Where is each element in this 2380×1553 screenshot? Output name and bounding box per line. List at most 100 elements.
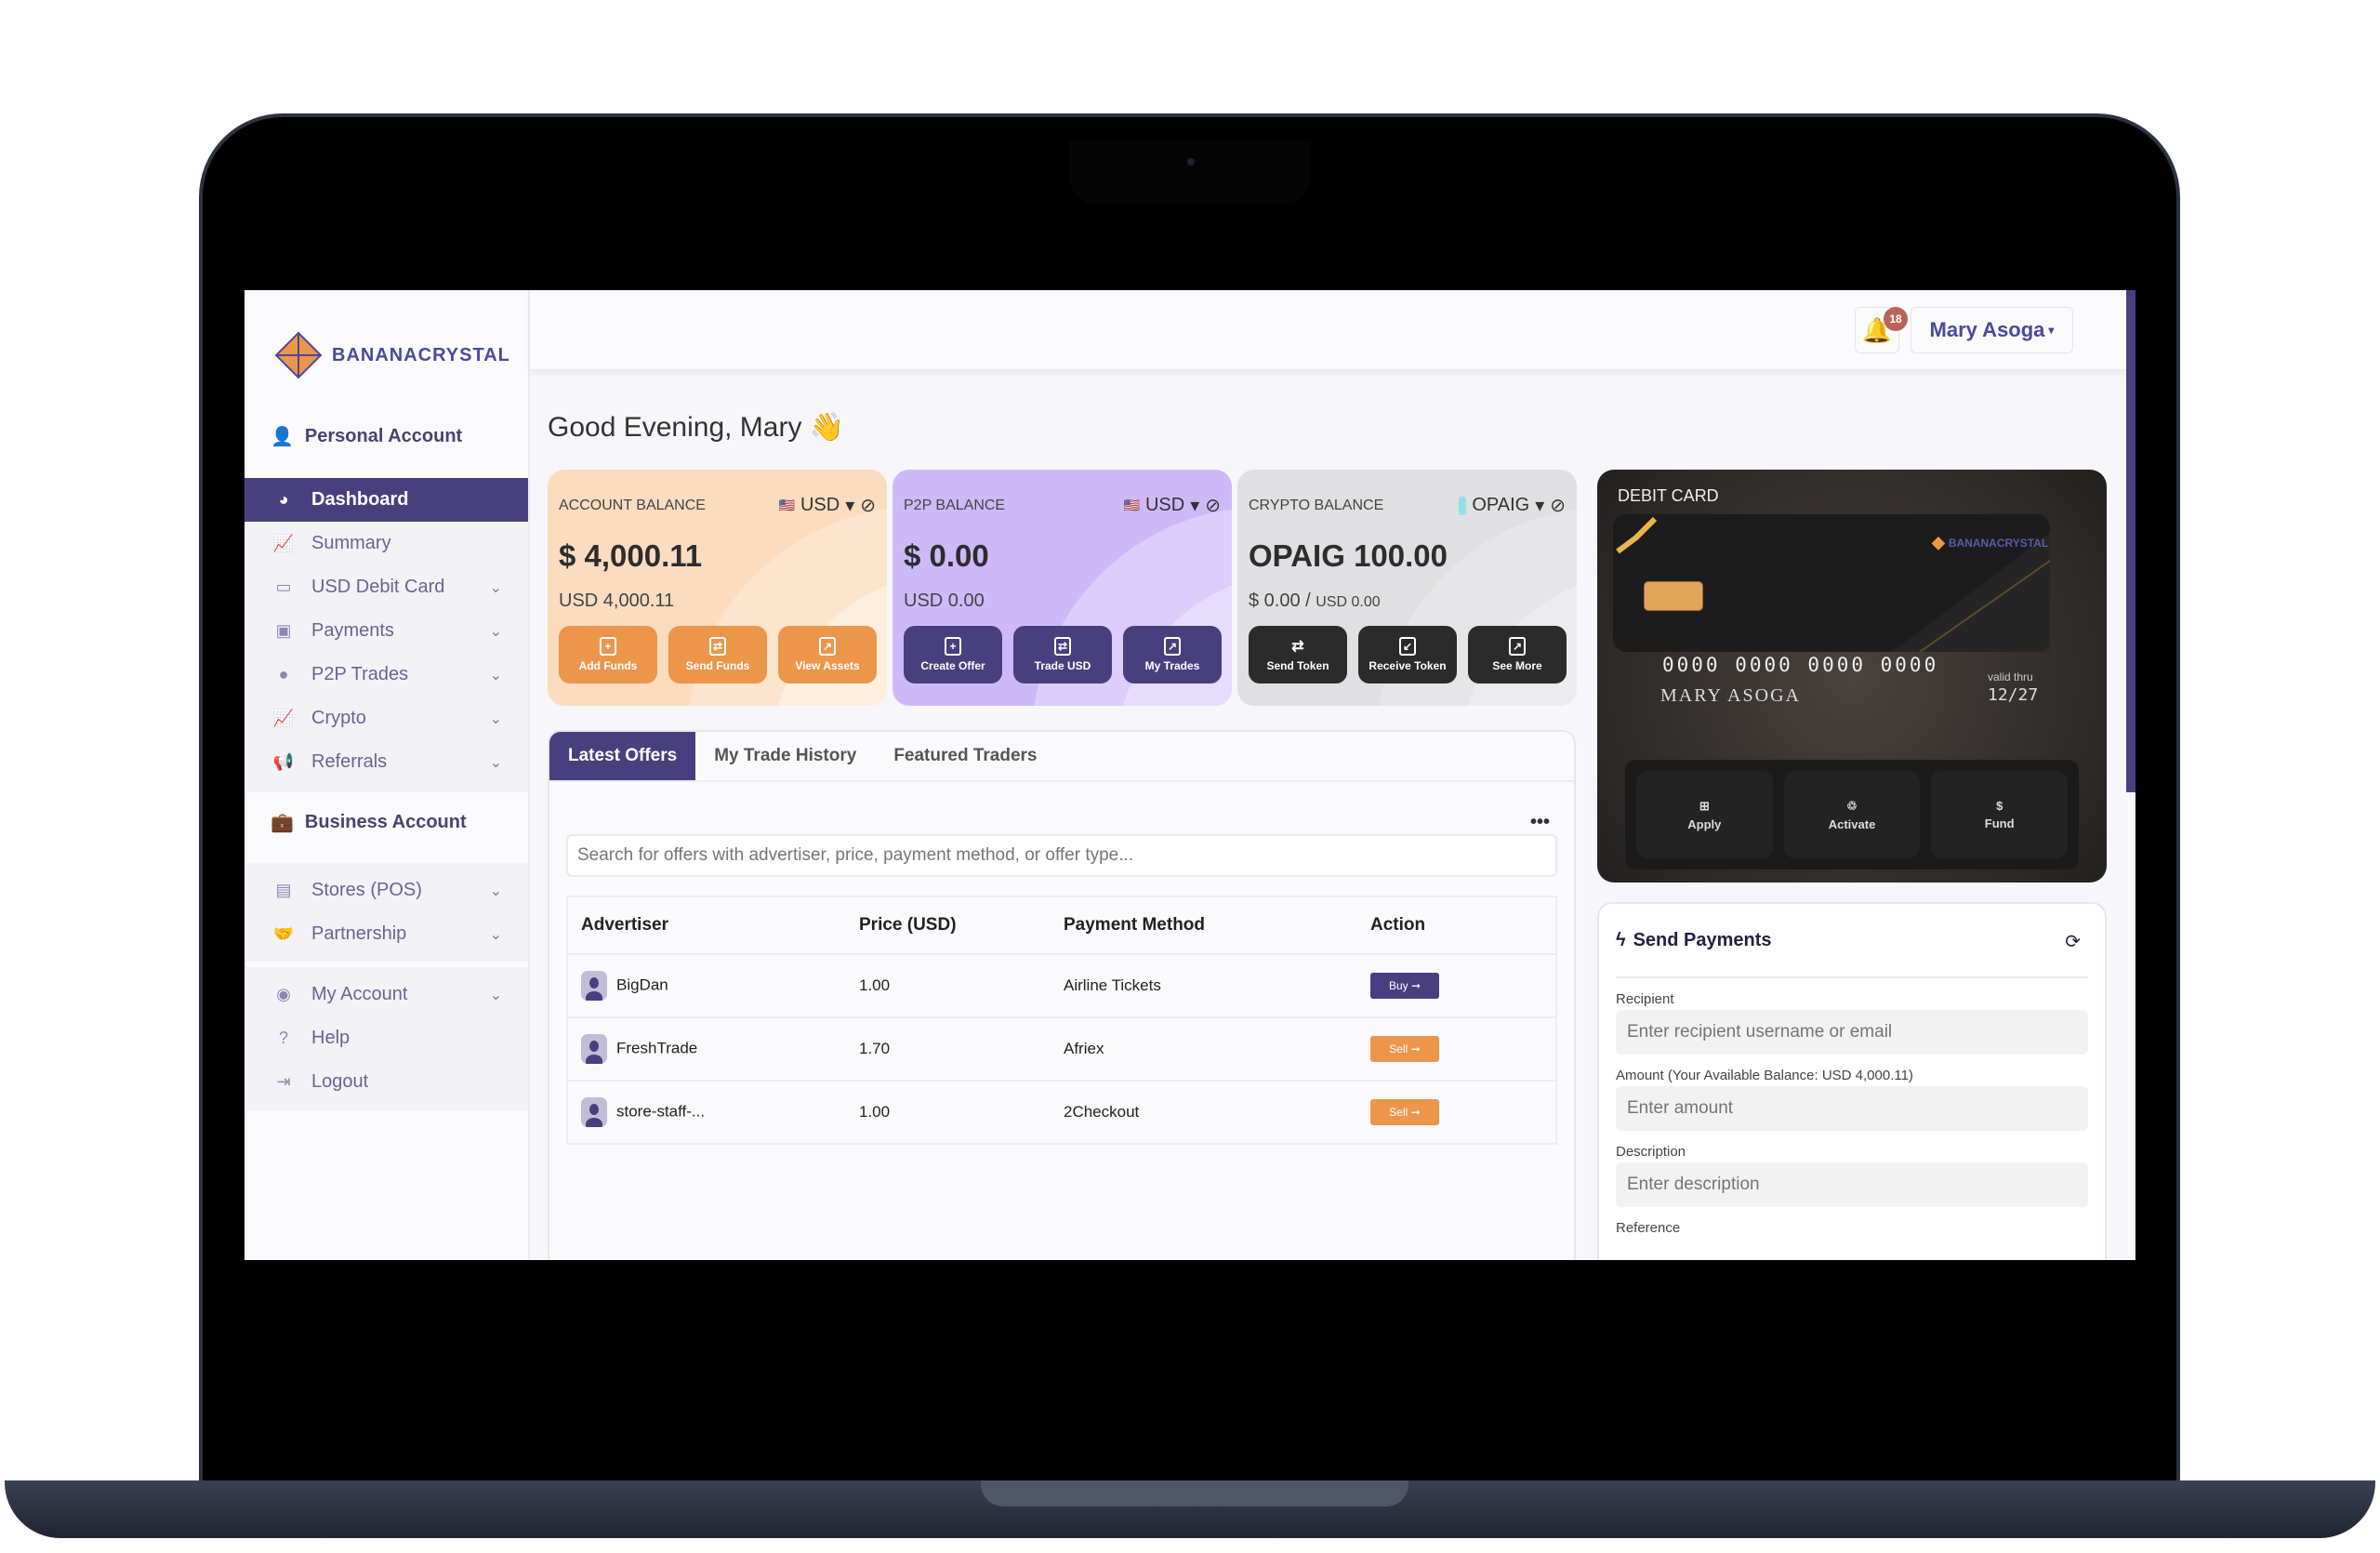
card-gold-stripes xyxy=(1616,516,2050,652)
amount-input[interactable] xyxy=(1616,1086,2088,1131)
arrow-down-left-icon: ↙ xyxy=(1399,637,1416,656)
column-header: Payment Method xyxy=(1051,896,1357,955)
tab-my-trade-history[interactable]: My Trade History xyxy=(714,746,857,765)
button-label: Send Token xyxy=(1266,659,1329,672)
sidebar-item-payments[interactable]: ▣ Payments ⌄ xyxy=(245,609,528,653)
sidebar-item-label: Help xyxy=(311,1028,350,1048)
handshake-icon: 🤝 xyxy=(272,924,295,943)
arrow-up-right-icon: ↗ xyxy=(819,637,836,656)
sidebar-item-label: My Account xyxy=(311,984,408,1004)
currency-selector[interactable]: 🇺🇸 USD ▾ ⊘ xyxy=(1124,494,1221,517)
chevron-down-icon: ⌄ xyxy=(489,926,502,943)
scrollbar[interactable] xyxy=(2126,290,2135,792)
price-cell: 1.00 xyxy=(846,954,1051,1018)
sidebar-item-summary[interactable]: 📈 Summary xyxy=(245,522,528,565)
buy-button[interactable]: Buy ➞ xyxy=(1370,973,1439,999)
advertiser-cell: store-staff-... xyxy=(567,1081,846,1145)
sidebar-item-referrals[interactable]: 📢 Referrals ⌄ xyxy=(245,740,528,784)
offers-table: Advertiser Price (USD) Payment Method Ac… xyxy=(566,896,1557,1145)
send-funds-button[interactable]: ⇄ Send Funds xyxy=(668,626,767,684)
user-menu-button[interactable]: Mary Asoga ▾ xyxy=(1911,307,2073,353)
balance-sub-usd: $ 0.00 / xyxy=(1249,591,1316,611)
us-flag-icon: 🇺🇸 xyxy=(778,498,795,512)
create-offer-button[interactable]: + Create Offer xyxy=(904,626,1002,684)
advertiser-name[interactable]: store-staff-... xyxy=(616,1102,706,1121)
view-assets-button[interactable]: ↗ View Assets xyxy=(778,626,877,684)
eye-slash-icon[interactable]: ⊘ xyxy=(1550,496,1566,516)
crystal-logo-icon: ◆ xyxy=(1932,533,1945,551)
table-row: BigDan 1.00 Airline Tickets Buy ➞ xyxy=(567,954,1556,1018)
card-brand-name: BANANACRYSTAL xyxy=(1948,536,2049,550)
eye-slash-icon[interactable]: ⊘ xyxy=(1205,496,1221,516)
fund-card-button[interactable]: $ Fund xyxy=(1931,771,2069,858)
trade-usd-button[interactable]: ⇄ Trade USD xyxy=(1013,626,1112,684)
tab-latest-offers[interactable]: Latest Offers xyxy=(549,732,696,780)
globe-icon: ● xyxy=(278,665,289,684)
sidebar-item-p2p-trades[interactable]: ● P2P Trades ⌄ xyxy=(245,653,528,697)
brand-logo[interactable]: BANANACRYSTAL xyxy=(271,327,510,383)
debit-card-title: DEBIT CARD xyxy=(1618,486,1719,505)
receive-token-button[interactable]: ↙ Receive Token xyxy=(1358,626,1457,684)
sidebar-item-stores[interactable]: ▤ Stores (POS) ⌄ xyxy=(245,869,528,912)
currency-selector[interactable]: OPAIG ▾ ⊘ xyxy=(1459,494,1566,517)
currency-selector[interactable]: 🇺🇸 USD ▾ ⊘ xyxy=(779,494,876,517)
button-label: Add Funds xyxy=(578,659,638,672)
avatar xyxy=(581,1097,607,1127)
sidebar-item-partnership[interactable]: 🤝 Partnership ⌄ xyxy=(245,912,528,956)
chevron-down-icon: ⌄ xyxy=(489,667,502,684)
line-chart-icon: 📈 xyxy=(272,534,295,552)
add-funds-button[interactable]: + Add Funds xyxy=(559,626,657,684)
send-payments-heading: ϟ Send Payments xyxy=(1616,904,2088,978)
chevron-down-icon: ⌄ xyxy=(489,710,502,727)
activate-card-button[interactable]: ♲ Activate xyxy=(1783,771,1921,858)
plus-square-icon: + xyxy=(600,637,616,656)
sidebar-item-crypto[interactable]: 📈 Crypto ⌄ xyxy=(245,697,528,740)
tab-featured-traders[interactable]: Featured Traders xyxy=(893,746,1038,765)
sidebar-item-my-account[interactable]: ◉ My Account ⌄ xyxy=(245,973,528,1016)
offers-search-input[interactable] xyxy=(566,834,1557,877)
sidebar-item-logout[interactable]: ⇥ Logout xyxy=(245,1060,528,1104)
lightning-icon: ϟ xyxy=(1616,929,1626,950)
advertiser-name[interactable]: FreshTrade xyxy=(616,1039,698,1057)
avatar xyxy=(581,971,607,1001)
sell-button[interactable]: Sell ➞ xyxy=(1370,1099,1439,1125)
card-expiry: 12/27 xyxy=(1988,685,2039,705)
sidebar-item-label: P2P Trades xyxy=(311,664,409,684)
sidebar-item-dashboard[interactable]: ◕ Dashboard xyxy=(245,478,528,522)
line-chart-icon: 📈 xyxy=(272,709,295,727)
recipient-input[interactable] xyxy=(1616,1010,2088,1055)
chevron-down-icon: ⌄ xyxy=(489,987,502,1003)
money-icon: ▣ xyxy=(275,621,292,640)
apply-card-button[interactable]: ⊞ Apply xyxy=(1636,771,1773,858)
sidebar-item-usd-debit-card[interactable]: ▭ USD Debit Card ⌄ xyxy=(245,565,528,609)
more-options-icon[interactable]: ••• xyxy=(1529,812,1550,832)
card-title: P2P BALANCE xyxy=(904,498,1006,513)
currency-code: USD xyxy=(1144,495,1185,515)
send-token-button[interactable]: ⇄ Send Token xyxy=(1249,626,1347,684)
see-more-button[interactable]: ↗ See More xyxy=(1468,626,1567,684)
chevron-down-icon: ⌄ xyxy=(489,623,502,640)
eye-slash-icon[interactable]: ⊘ xyxy=(860,496,876,516)
button-label: Apply xyxy=(1687,816,1722,831)
button-label: Trade USD xyxy=(1034,659,1091,672)
sidebar-item-label: Stores (POS) xyxy=(311,880,422,900)
advertiser-name[interactable]: BigDan xyxy=(616,976,668,994)
table-header-row: Advertiser Price (USD) Payment Method Ac… xyxy=(567,896,1556,955)
swap-icon: ⇄ xyxy=(709,637,726,656)
notification-count-badge: 18 xyxy=(1884,307,1908,331)
advertiser-cell: BigDan xyxy=(567,954,846,1018)
refresh-icon[interactable]: ⟳ xyxy=(2065,932,2081,952)
my-trades-button[interactable]: ↗ My Trades xyxy=(1123,626,1222,684)
avatar xyxy=(581,1034,607,1064)
method-cell: Airline Tickets xyxy=(1051,954,1357,1018)
business-account-label: Business Account xyxy=(304,812,467,832)
sidebar-item-help[interactable]: ? Help xyxy=(245,1016,528,1060)
column-header: Advertiser xyxy=(567,896,846,955)
balance-amount: $ 4,000.11 xyxy=(559,538,703,573)
personal-account-heading: 👤 Personal Account xyxy=(271,425,462,448)
megaphone-icon: 📢 xyxy=(272,752,295,771)
caret-down-icon: ▾ xyxy=(1190,496,1200,516)
sell-button[interactable]: Sell ➞ xyxy=(1370,1036,1439,1062)
description-input[interactable] xyxy=(1616,1162,2088,1207)
personal-account-label: Personal Account xyxy=(304,426,463,446)
